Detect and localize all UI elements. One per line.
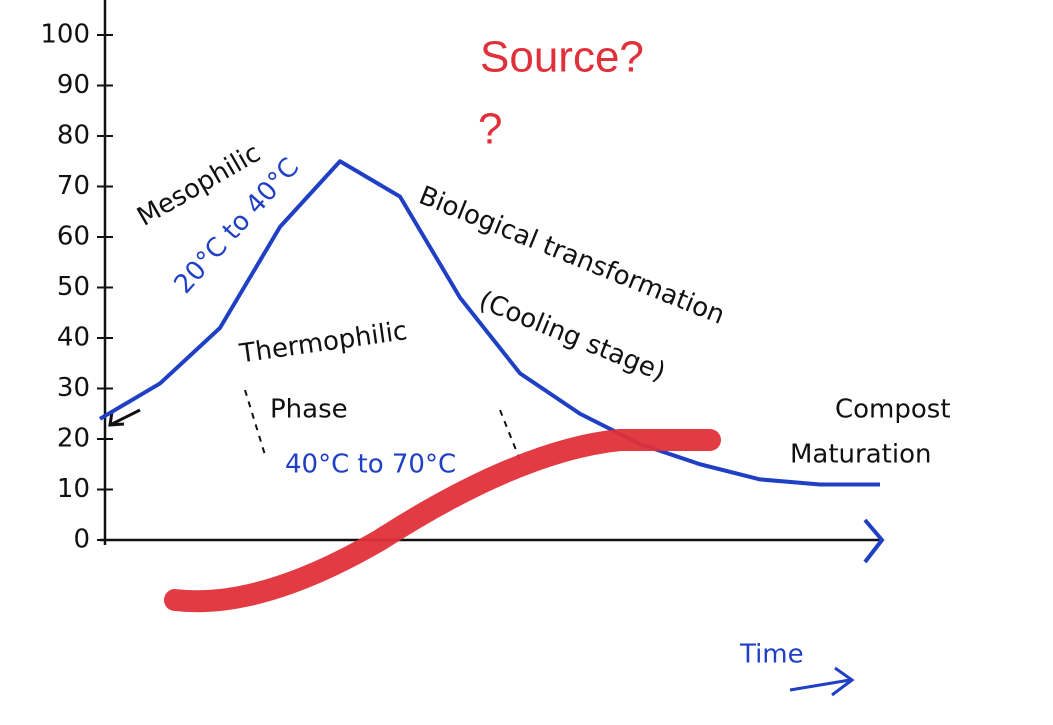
y-tick-label: 20 — [57, 424, 90, 454]
y-tick-label: 0 — [73, 525, 90, 555]
y-tick-label: 80 — [57, 121, 90, 151]
chart: Source? ? Mesophilic 20°C to 40°C Thermo… — [0, 0, 1053, 725]
y-tick-label: 60 — [57, 222, 90, 252]
annotation: ? — [478, 105, 502, 154]
y-tick-label: 40 — [57, 323, 90, 353]
annotation: Source? — [480, 33, 644, 82]
annotation: Thermophilic — [237, 316, 409, 369]
annotation: Time — [739, 640, 804, 670]
plot: 0 10 20 30 40 50 60 70 80 90 100 — [40, 20, 880, 555]
y-tick-label: 30 — [57, 373, 90, 403]
annotation: (Cooling stage) — [475, 286, 670, 388]
annotation: Biological transformation — [415, 181, 729, 331]
y-tick-label: 10 — [57, 474, 90, 504]
annotation: Compost — [835, 395, 951, 425]
y-tick-label: 90 — [57, 70, 90, 100]
y-tick-label: 100 — [40, 20, 90, 50]
y-tick-label: 70 — [57, 171, 90, 201]
annotation: 40°C to 70°C — [285, 450, 456, 480]
annotation: Phase — [270, 395, 348, 425]
y-tick-label: 50 — [57, 272, 90, 302]
time-arrow — [790, 668, 852, 695]
annotation: Maturation — [790, 440, 931, 470]
